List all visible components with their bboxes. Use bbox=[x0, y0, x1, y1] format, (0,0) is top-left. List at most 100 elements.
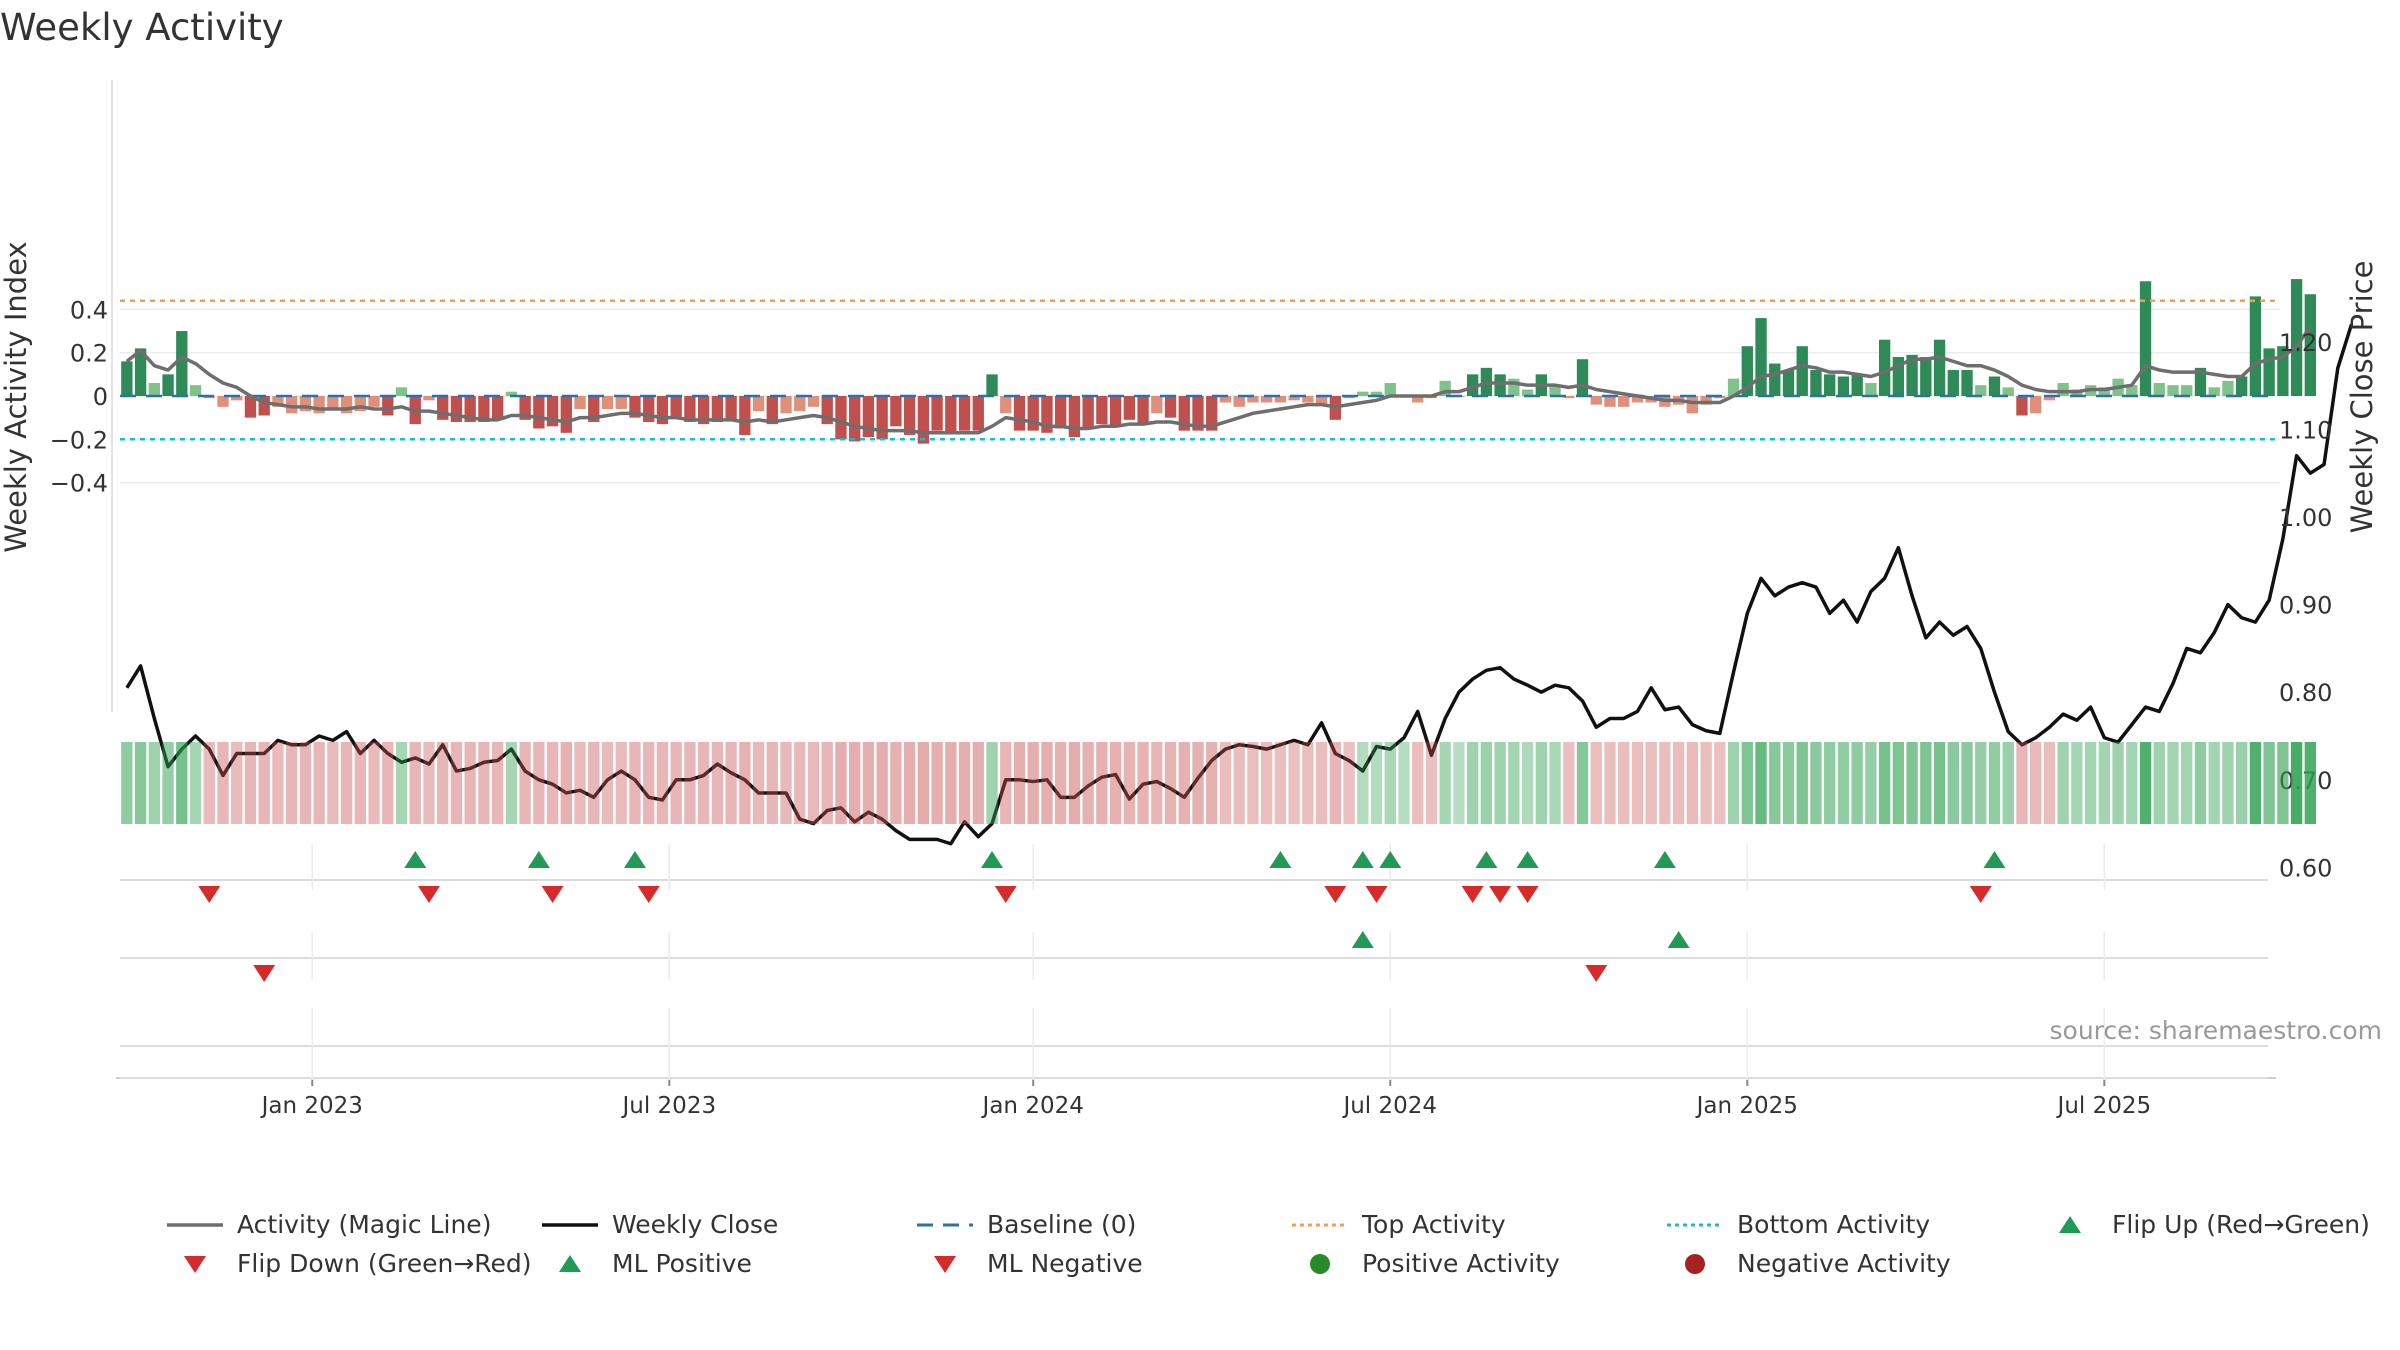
ribbon-cell bbox=[1604, 742, 1616, 824]
circle-green-legend-symbol bbox=[1290, 1251, 1350, 1277]
ribbon-cell bbox=[2153, 742, 2165, 824]
ribbon-cell bbox=[2290, 742, 2303, 824]
activity-bar bbox=[533, 396, 545, 429]
signal-panels bbox=[120, 844, 2268, 1080]
activity-bar bbox=[2043, 396, 2056, 401]
ribbon-cell bbox=[1672, 742, 1685, 824]
y-tick-label-left: 0.2 bbox=[70, 340, 108, 368]
ribbon-cell bbox=[2208, 742, 2220, 824]
activity-bar bbox=[1604, 396, 1616, 407]
ribbon-cell bbox=[794, 742, 806, 824]
y-axis-label-right: Weekly Close Price bbox=[2345, 261, 2379, 534]
activity-bar bbox=[327, 396, 339, 409]
ribbon-cell bbox=[1192, 742, 1204, 824]
y-axis-label-left: Weekly Activity Index bbox=[0, 241, 33, 552]
activity-bar bbox=[464, 396, 476, 422]
activity-bar bbox=[2290, 279, 2303, 396]
activity-bar bbox=[958, 396, 971, 431]
activity-bar bbox=[162, 374, 174, 396]
flip-up-marker bbox=[1516, 851, 1539, 868]
ribbon-cell bbox=[588, 742, 600, 824]
ribbon-cell bbox=[1439, 742, 1451, 824]
ribbon-cell bbox=[1329, 742, 1341, 824]
flip-down-marker bbox=[637, 886, 660, 903]
activity-bar bbox=[1192, 396, 1204, 431]
activity-bar bbox=[2098, 387, 2111, 396]
ribbon-cell bbox=[890, 742, 902, 824]
ribbon-cell bbox=[1219, 742, 1232, 824]
ribbon-cell bbox=[395, 742, 408, 824]
activity-bar bbox=[450, 396, 463, 422]
activity-bar bbox=[1906, 354, 1918, 396]
ribbon-cell bbox=[1494, 742, 1506, 824]
ribbon-cell bbox=[203, 742, 215, 824]
ribbon-cell bbox=[1233, 742, 1245, 824]
ribbon-cell bbox=[464, 742, 476, 824]
activity-bar bbox=[2016, 396, 2028, 416]
ribbon-cell bbox=[958, 742, 971, 824]
legend-item: Top Activity bbox=[1290, 1210, 1506, 1239]
activity-bar bbox=[176, 331, 188, 396]
ribbon-cell bbox=[2167, 742, 2179, 824]
activity-bar bbox=[1920, 357, 1932, 396]
ribbon-cell bbox=[1315, 742, 1328, 824]
ribbon-cell bbox=[1302, 742, 1314, 824]
ribbon-cell bbox=[1082, 742, 1094, 824]
legend-item: Activity (Magic Line) bbox=[165, 1210, 491, 1239]
tri-up-legend-symbol bbox=[540, 1251, 600, 1277]
ribbon-cell bbox=[2249, 742, 2262, 824]
activity-bar bbox=[1123, 396, 1136, 420]
activity-bar bbox=[1700, 396, 1712, 405]
activity-bar bbox=[560, 396, 572, 433]
ribbon-cell bbox=[807, 742, 820, 824]
activity-bar bbox=[1988, 376, 2001, 396]
activity-bar bbox=[1000, 396, 1012, 414]
legend-label: Baseline (0) bbox=[987, 1210, 1137, 1239]
ribbon-cell bbox=[368, 742, 380, 824]
activity-bar bbox=[1370, 391, 1383, 396]
ribbon-cell bbox=[1727, 742, 1740, 824]
activity-bar bbox=[148, 383, 160, 396]
activity-bar bbox=[2263, 348, 2275, 396]
activity-bar bbox=[862, 396, 875, 438]
ribbon-cell bbox=[1041, 742, 1053, 824]
ribbon-cell bbox=[821, 742, 833, 824]
activity-bar bbox=[2277, 346, 2289, 396]
ml-negative-marker bbox=[253, 965, 276, 982]
activity-bar bbox=[1260, 396, 1273, 403]
ml-positive-marker bbox=[1351, 931, 1374, 948]
flip-down-marker bbox=[1324, 886, 1347, 903]
activity-bar bbox=[1947, 370, 1959, 396]
ribbon-cell bbox=[931, 742, 943, 824]
ribbon-cell bbox=[121, 742, 133, 824]
circle-red-legend-symbol bbox=[1665, 1251, 1725, 1277]
activity-bar bbox=[849, 396, 861, 442]
ribbon-cell bbox=[478, 742, 490, 824]
activity-bar bbox=[1137, 396, 1149, 425]
activity-bar bbox=[1782, 370, 1795, 396]
activity-bar bbox=[1796, 346, 1808, 396]
tri-down-legend-symbol bbox=[165, 1251, 225, 1277]
x-tick-label: Jul 2025 bbox=[2056, 1093, 2152, 1119]
activity-bar bbox=[546, 396, 559, 427]
ribbon-cell bbox=[2030, 742, 2042, 824]
ribbon-cell bbox=[656, 742, 669, 824]
legend-item: Baseline (0) bbox=[915, 1210, 1136, 1239]
ribbon-cell bbox=[849, 742, 861, 824]
magic-line bbox=[125, 325, 2312, 435]
legend-label: Weekly Close bbox=[612, 1210, 779, 1239]
x-tick-label: Jan 2023 bbox=[260, 1093, 363, 1119]
activity-bar bbox=[1466, 374, 1479, 396]
activity-bar bbox=[876, 396, 888, 440]
ribbon-cell bbox=[2277, 742, 2289, 824]
activity-bar bbox=[2222, 380, 2234, 396]
activity-bar bbox=[2002, 387, 2014, 396]
flip-up-marker bbox=[404, 851, 427, 868]
ribbon-cell bbox=[1384, 742, 1396, 824]
y-tick-label-right: 0.60 bbox=[2279, 854, 2332, 882]
activity-bar bbox=[1741, 346, 1753, 396]
ribbon-cell bbox=[560, 742, 572, 824]
activity-bar bbox=[1590, 396, 1602, 405]
activity-bar bbox=[2153, 383, 2165, 396]
